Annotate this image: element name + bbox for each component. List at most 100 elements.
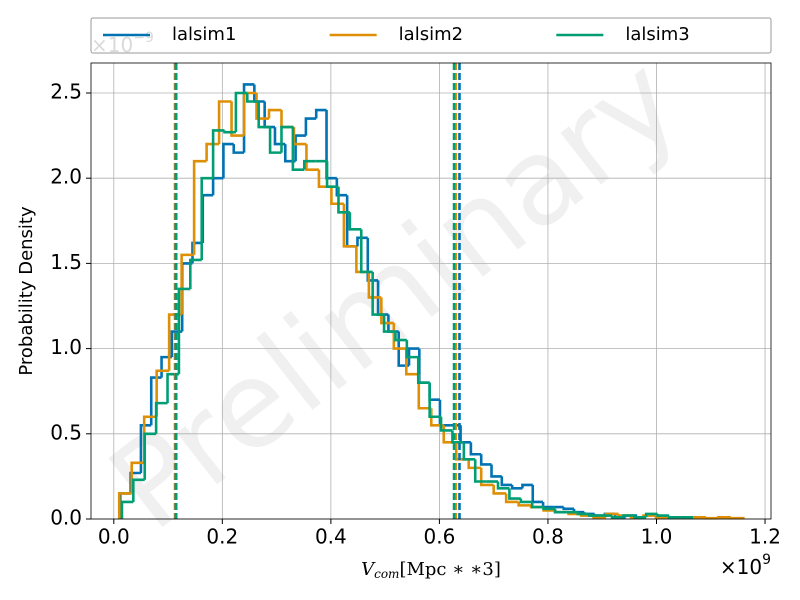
histogram-bin	[500, 476, 513, 487]
histogram-bin	[656, 513, 669, 517]
histogram-bin	[416, 357, 430, 384]
histogram-bin	[667, 515, 681, 519]
histogram-bin	[200, 176, 214, 260]
x-tick-label: 1.2	[749, 525, 781, 549]
histogram-bin	[222, 142, 234, 179]
histogram-bin	[139, 423, 152, 473]
histogram-bin	[189, 258, 202, 289]
histogram-bin	[191, 241, 203, 264]
histogram-bin	[633, 515, 647, 519]
histogram-bin	[553, 508, 567, 514]
x-tick-label: 0.2	[206, 525, 238, 549]
histogram-bin	[492, 484, 507, 495]
histogram-bin	[232, 144, 245, 154]
histogram-bin	[120, 500, 134, 519]
histogram-bin	[462, 442, 476, 461]
histogram-bin	[371, 271, 385, 316]
histogram-bin	[257, 101, 271, 129]
histogram-bin	[467, 459, 482, 470]
histogram-bin	[405, 340, 419, 359]
histogram-bin	[680, 515, 694, 519]
histogram-bin	[273, 127, 286, 146]
histogram-bin	[342, 203, 357, 248]
histogram-bin	[117, 492, 132, 519]
x-offset-text: ×109	[720, 552, 771, 579]
histogram-bin	[521, 483, 533, 489]
histogram-bin	[205, 142, 220, 162]
histogram-bin	[348, 212, 362, 231]
histogram-bin	[335, 178, 348, 197]
histogram-bin	[454, 442, 469, 461]
histogram-bin	[504, 493, 519, 504]
histogram-bin	[439, 416, 453, 432]
histogram-bin	[407, 347, 420, 366]
histogram-bin	[729, 516, 745, 520]
histogram-bin	[230, 101, 245, 137]
histogram-bin	[180, 253, 195, 315]
histogram-bin	[337, 186, 350, 214]
histogram-bin	[294, 134, 306, 162]
histogram-bin	[479, 467, 494, 487]
histogram-bin	[305, 144, 319, 171]
histogram-bin	[302, 159, 316, 170]
histogram-bin	[542, 507, 556, 511]
histogram-bin	[314, 108, 327, 119]
x-offset-exponent: 9	[762, 552, 771, 568]
legend-label: lalsim3	[625, 24, 689, 45]
y-tick-label: 2.5	[50, 79, 82, 103]
histogram-bin	[587, 513, 601, 517]
histogram-bin	[217, 100, 232, 145]
histogram-bin	[417, 374, 432, 410]
x-tick-label: 0.8	[532, 525, 564, 549]
x-tick-label: 1.0	[641, 525, 673, 549]
y-tick-label: 0.5	[50, 420, 82, 444]
histogram-bin	[201, 193, 214, 243]
histogram-bin	[469, 442, 482, 456]
histogram-bin	[562, 507, 575, 511]
histogram-bin	[130, 461, 145, 494]
histogram-bin	[242, 83, 255, 153]
histogram-bin	[211, 129, 225, 179]
x-tick-label: 0.0	[98, 525, 130, 549]
histogram-bin	[280, 110, 294, 129]
histogram-bin	[610, 515, 624, 519]
legend-label: lalsim2	[399, 24, 463, 45]
histogram-bin	[359, 229, 373, 274]
x-label-sub: com	[374, 567, 399, 581]
histogram-bin	[479, 454, 492, 466]
histogram-bin	[654, 515, 669, 519]
histogram-bin	[429, 408, 444, 427]
y-tick-label: 1.5	[50, 250, 82, 274]
histogram-bin	[428, 382, 442, 419]
plot-frame	[90, 62, 772, 520]
histogram-bin	[508, 488, 521, 500]
histogram-bin	[267, 108, 282, 119]
histogram-bin	[576, 512, 590, 516]
histogram-bin	[717, 515, 731, 519]
histogram-bin	[367, 271, 382, 299]
histogram-bin	[155, 369, 170, 417]
histogram-bin	[356, 236, 368, 247]
y-tick-label: 0.0	[50, 506, 82, 530]
histogram-bin	[644, 512, 658, 518]
histogram-bin	[490, 464, 502, 478]
histogram-bin	[704, 516, 719, 520]
histogram-bin	[510, 484, 523, 490]
histogram-bin	[380, 297, 394, 325]
histogram-bin	[428, 382, 440, 402]
legend-label: lalsim1	[172, 24, 236, 45]
histogram-bin	[149, 376, 162, 426]
x-axis-label: Vcom[Mpc ∗ ∗3]	[361, 559, 501, 581]
histogram-bin	[211, 176, 224, 196]
histogram-bin	[291, 127, 305, 171]
histogram-bin	[154, 401, 168, 434]
histogram-bin	[177, 287, 191, 375]
y-tick-label: 2.0	[50, 165, 82, 189]
histogram-bin	[280, 125, 293, 153]
histogram-bin	[496, 481, 510, 490]
histogram-bin	[473, 459, 487, 483]
histogram-bin	[451, 430, 464, 444]
histogram-bin	[530, 501, 544, 509]
histogram-bin	[531, 484, 544, 504]
